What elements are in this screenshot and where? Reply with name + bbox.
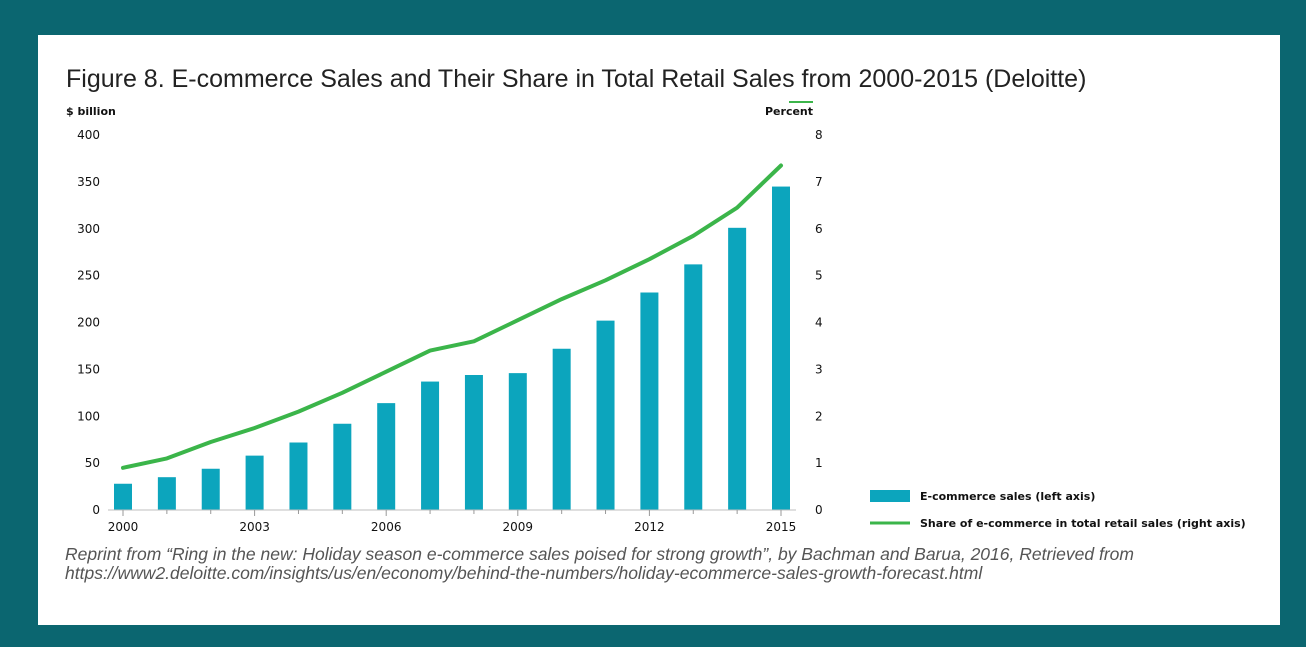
x-axis-tick-label: 2006 bbox=[371, 520, 402, 534]
figure-title: Figure 8. E-commerce Sales and Their Sha… bbox=[66, 65, 1087, 93]
bar bbox=[333, 423, 352, 510]
left-axis-tick-label: 400 bbox=[77, 128, 100, 142]
figure-caption: Reprint from “Ring in the new: Holiday s… bbox=[65, 544, 1134, 583]
legend-line-label: Share of e-commerce in total retail sale… bbox=[920, 517, 1246, 530]
share-line bbox=[121, 163, 783, 470]
right-axis-tick-label: 3 bbox=[815, 362, 823, 376]
left-axis-tick-label: 0 bbox=[92, 503, 100, 517]
right-axis-unit: Percent bbox=[765, 105, 813, 118]
right-axis-tick-label: 6 bbox=[815, 222, 823, 236]
bar bbox=[684, 264, 703, 510]
left-axis-tick-label: 350 bbox=[77, 175, 100, 189]
left-axis-tick-label: 50 bbox=[85, 456, 100, 470]
left-axis-tick-label: 100 bbox=[77, 409, 100, 423]
bar bbox=[421, 381, 440, 510]
left-axis-tick-label: 300 bbox=[77, 222, 100, 236]
right-axis-tick-label: 8 bbox=[815, 128, 823, 142]
chart: $ billion Percent050100150200250300350400… bbox=[66, 101, 1246, 534]
left-axis-tick-label: 200 bbox=[77, 316, 100, 330]
left-axis-unit: $ billion bbox=[66, 105, 116, 118]
bar bbox=[157, 477, 176, 510]
figure-card: Figure 8. E-commerce Sales and Their Sha… bbox=[38, 35, 1280, 625]
bar bbox=[728, 227, 747, 510]
bar bbox=[245, 455, 264, 510]
right-axis-tick-label: 1 bbox=[815, 456, 823, 470]
bar bbox=[772, 186, 790, 510]
right-axis-tick-label: 7 bbox=[815, 175, 823, 189]
legend-bar-label: E-commerce sales (left axis) bbox=[920, 490, 1095, 503]
bar bbox=[377, 403, 396, 510]
bar bbox=[640, 292, 659, 510]
bar bbox=[289, 442, 308, 510]
bar bbox=[596, 320, 615, 510]
right-axis-tick-label: 2 bbox=[815, 409, 823, 423]
x-axis-tick-label: 2000 bbox=[108, 520, 139, 534]
right-axis-tick-label: 5 bbox=[815, 269, 823, 283]
bar bbox=[114, 483, 132, 510]
right-axis-tick-label: 0 bbox=[815, 503, 823, 517]
bar bbox=[552, 348, 571, 510]
bar bbox=[201, 468, 220, 510]
bar bbox=[508, 373, 527, 510]
x-axis-tick-label: 2009 bbox=[503, 520, 534, 534]
left-axis-tick-label: 250 bbox=[77, 269, 100, 283]
legend-bar-swatch bbox=[870, 490, 910, 502]
bar bbox=[464, 375, 483, 510]
x-axis-tick-label: 2012 bbox=[634, 520, 665, 534]
x-axis-tick-label: 2015 bbox=[766, 520, 797, 534]
left-axis-tick-label: 150 bbox=[77, 362, 100, 376]
x-axis-tick-label: 2003 bbox=[239, 520, 270, 534]
right-axis-tick-label: 4 bbox=[815, 316, 823, 330]
